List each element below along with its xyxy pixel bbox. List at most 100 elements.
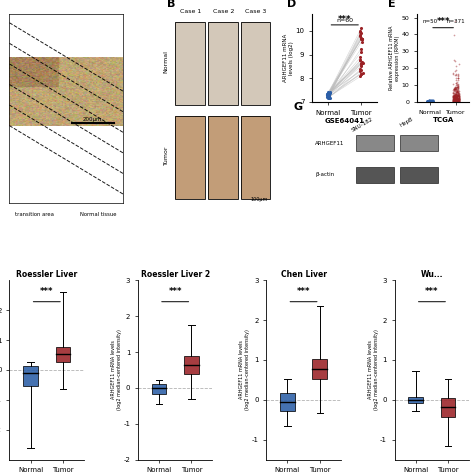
Point	[454, 88, 461, 96]
Point	[449, 96, 457, 104]
Point	[451, 96, 458, 104]
Point	[357, 60, 365, 68]
Point	[453, 86, 460, 93]
Point	[453, 88, 461, 95]
Point	[455, 88, 463, 95]
Point	[450, 96, 457, 103]
Point	[429, 98, 437, 105]
Point	[451, 96, 459, 104]
Point	[428, 96, 436, 104]
Point	[450, 97, 458, 104]
Point	[452, 96, 460, 103]
Point	[451, 96, 459, 103]
Point	[450, 98, 458, 105]
Point	[450, 94, 458, 102]
Point	[453, 94, 461, 101]
Point	[454, 70, 462, 78]
Point	[450, 97, 458, 104]
Point	[454, 82, 462, 89]
Point	[452, 92, 459, 100]
Point	[454, 96, 461, 104]
Point	[428, 97, 436, 105]
Point	[453, 66, 460, 73]
Point	[453, 88, 460, 95]
Point	[427, 97, 435, 104]
Point	[453, 83, 461, 91]
Point	[453, 90, 460, 98]
Point	[450, 89, 457, 97]
Point	[357, 60, 365, 68]
Point	[451, 97, 459, 105]
Point	[324, 91, 331, 99]
Point	[456, 94, 463, 101]
Point	[450, 84, 458, 92]
Point	[452, 92, 459, 100]
Point	[450, 95, 457, 103]
Point	[454, 96, 462, 104]
Point	[450, 91, 458, 99]
Point	[427, 97, 434, 104]
Point	[452, 80, 459, 87]
Point	[452, 94, 459, 101]
Text: 200μm: 200μm	[83, 117, 102, 122]
Point	[429, 98, 437, 105]
Point	[454, 95, 461, 103]
Point	[427, 97, 435, 105]
Point	[451, 94, 458, 102]
Point	[428, 98, 436, 105]
Point	[451, 96, 459, 104]
Bar	[356, 167, 394, 182]
Point	[429, 97, 437, 105]
Point	[324, 89, 331, 97]
Point	[450, 86, 457, 93]
Point	[358, 58, 366, 65]
Point	[455, 96, 462, 103]
Point	[456, 96, 463, 104]
Point	[453, 93, 460, 101]
Point	[426, 98, 434, 105]
Point	[456, 95, 463, 103]
Text: n=371: n=371	[447, 18, 465, 24]
Point	[449, 70, 457, 77]
Point	[455, 96, 463, 103]
Text: β-actin: β-actin	[315, 172, 334, 177]
Point	[356, 27, 364, 35]
Point	[453, 87, 461, 94]
Point	[455, 94, 463, 101]
Point	[452, 95, 459, 102]
Point	[424, 98, 431, 105]
Point	[428, 97, 436, 105]
Point	[455, 91, 463, 98]
Text: ARHGEF11: ARHGEF11	[315, 141, 345, 146]
Point	[452, 97, 459, 104]
Point	[450, 96, 457, 103]
Bar	[175, 22, 205, 105]
Point	[357, 63, 365, 70]
Point	[449, 93, 457, 101]
Point	[449, 98, 457, 105]
Point	[450, 97, 458, 105]
Point	[454, 94, 461, 101]
Point	[425, 98, 433, 105]
Bar	[152, 383, 166, 394]
Point	[450, 97, 458, 104]
Point	[451, 90, 459, 97]
Point	[452, 96, 459, 104]
Point	[455, 87, 462, 95]
Point	[454, 98, 461, 106]
Point	[454, 97, 461, 104]
Point	[453, 82, 461, 89]
Point	[423, 98, 431, 105]
Point	[452, 85, 459, 93]
Point	[453, 96, 461, 103]
Point	[456, 98, 463, 105]
Point	[451, 87, 458, 94]
Point	[456, 97, 463, 104]
Text: Case 2: Case 2	[213, 9, 234, 14]
Point	[450, 98, 458, 105]
Point	[425, 98, 433, 105]
Point	[326, 94, 333, 101]
Point	[454, 79, 461, 86]
Text: E: E	[388, 0, 396, 9]
Point	[454, 97, 461, 105]
